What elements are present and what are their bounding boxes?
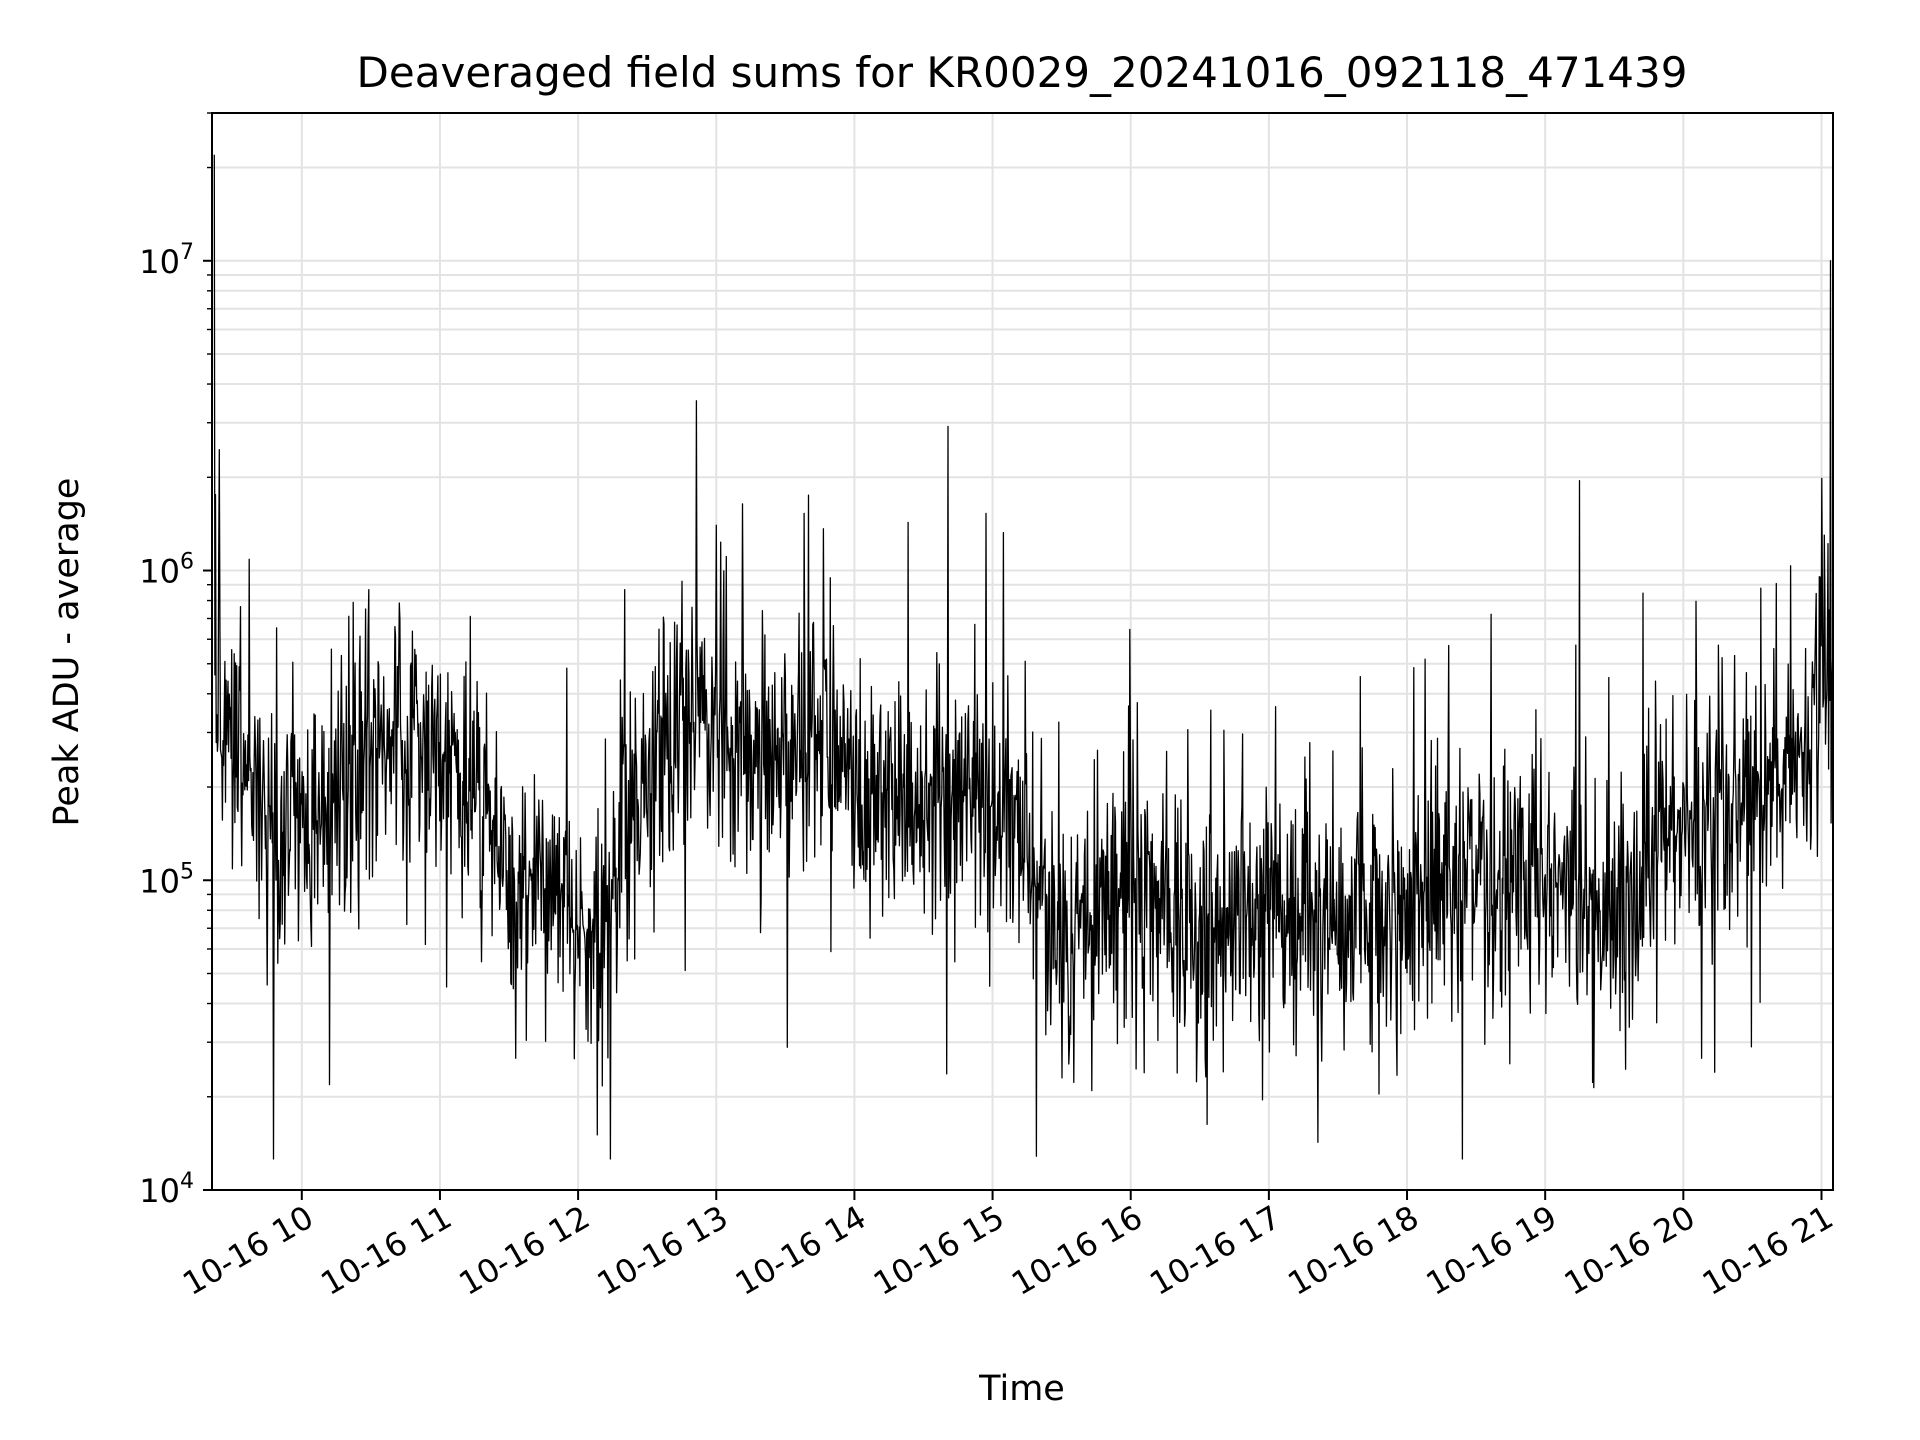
y-tick-label: 104 (139, 1169, 194, 1210)
x-axis-label: Time (978, 1369, 1065, 1409)
y-tick-label: 105 (139, 859, 194, 900)
plot-frame (211, 112, 1834, 1191)
y-tick-base: 10 (139, 553, 180, 591)
y-tick-base: 10 (139, 862, 180, 900)
chart-title: Deaveraged field sums for KR0029_2024101… (357, 48, 1688, 97)
y-axis-label: Peak ADU - average (47, 478, 87, 827)
y-tick-label: 106 (139, 550, 194, 591)
y-tick-label: 107 (139, 240, 194, 281)
series-line (213, 154, 1834, 1160)
series-layer (213, 154, 1834, 1160)
y-tick-base: 10 (139, 1172, 180, 1210)
y-tick-exponent: 4 (180, 1169, 194, 1194)
y-tick-exponent: 7 (180, 240, 194, 265)
y-tick-exponent: 5 (180, 859, 194, 884)
y-tick-exponent: 6 (180, 550, 194, 575)
y-tick-base: 10 (139, 243, 180, 281)
